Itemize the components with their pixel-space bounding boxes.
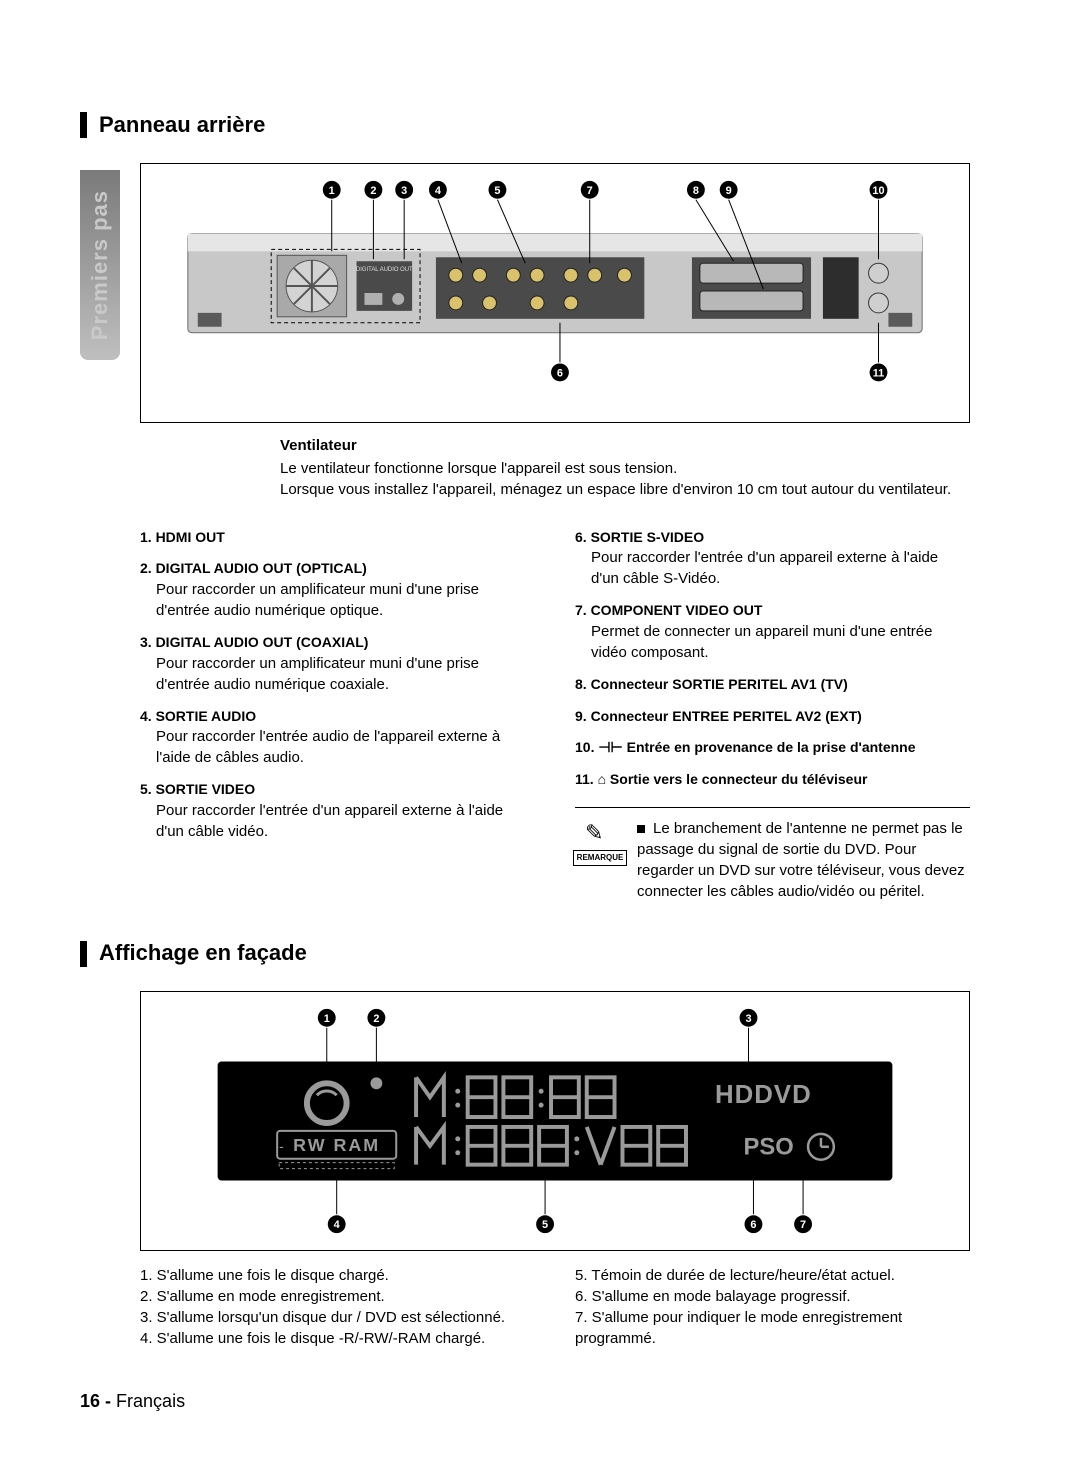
svg-text:5: 5 <box>494 185 500 197</box>
connector-item: 1. HDMI OUT <box>140 528 535 548</box>
svg-text:11: 11 <box>873 367 885 379</box>
connector-item: 11. ⌂ Sortie vers le connecteur du télév… <box>575 770 970 790</box>
connector-item-head: 5. SORTIE VIDEO <box>140 780 535 800</box>
svg-text:7: 7 <box>800 1219 806 1231</box>
connector-item-body: Pour raccorder l'entrée audio de l'appar… <box>140 726 535 768</box>
svg-text:-: - <box>279 1138 284 1154</box>
list-item: 2. S'allume en mode enregistrement. <box>140 1286 535 1307</box>
connector-item-head: 9. Connecteur ENTREE PERITEL AV2 (EXT) <box>575 707 970 727</box>
svg-text:6: 6 <box>750 1219 756 1231</box>
connector-item-head: 10. ⊣⊢ Entrée en provenance de la prise … <box>575 738 970 758</box>
list-item: 6. S'allume en mode balayage progressif. <box>575 1286 970 1307</box>
note-label: REMARQUE <box>573 850 628 865</box>
connector-item-body: Pour raccorder l'entrée d'un appareil ex… <box>575 547 970 589</box>
note-icon: ✎ <box>585 818 615 848</box>
svg-text:7: 7 <box>587 185 593 197</box>
connector-item-body: Pour raccorder l'entrée d'un appareil ex… <box>140 800 535 842</box>
list-item: 7. S'allume pour indiquer le mode enregi… <box>575 1307 970 1349</box>
section-title-row: Affichage en façade <box>80 938 970 969</box>
front-list-columns: 1. S'allume une fois le disque chargé.2.… <box>140 1265 970 1349</box>
svg-text:HDDVD: HDDVD <box>715 1081 812 1109</box>
svg-text:2: 2 <box>373 1013 379 1025</box>
svg-text:PSO: PSO <box>744 1134 794 1161</box>
svg-text:6: 6 <box>557 367 563 379</box>
page-number: 16 - <box>80 1391 111 1411</box>
svg-text:4: 4 <box>435 185 441 197</box>
svg-text:RW RAM: RW RAM <box>293 1135 380 1155</box>
chapter-tab-label: Premiers pas <box>85 190 116 340</box>
svg-text:4: 4 <box>334 1219 340 1231</box>
note-text: Le branchement de l'antenne ne permet pa… <box>637 818 970 902</box>
connector-item-head: 6. SORTIE S-VIDEO <box>575 528 970 548</box>
note-box: ✎ REMARQUE Le branchement de l'antenne ne … <box>575 807 970 902</box>
bullet-icon <box>637 825 645 833</box>
svg-text:1: 1 <box>324 1013 330 1025</box>
svg-text:1: 1 <box>329 185 335 197</box>
svg-text:3: 3 <box>745 1013 751 1025</box>
svg-text:3: 3 <box>401 185 407 197</box>
connector-item-head: 11. ⌂ Sortie vers le connecteur du télév… <box>575 770 970 790</box>
section-title: Panneau arrière <box>99 110 265 141</box>
connector-item-head: 7. COMPONENT VIDEO OUT <box>575 601 970 621</box>
connector-item: 4. SORTIE AUDIOPour raccorder l'entrée a… <box>140 707 535 769</box>
note-icon-column: ✎ REMARQUE <box>575 818 625 902</box>
connector-item-head: 1. HDMI OUT <box>140 528 535 548</box>
section-title-row: Panneau arrière <box>80 110 970 141</box>
list-item: 4. S'allume une fois le disque -R/-RW/-R… <box>140 1328 535 1349</box>
connector-item: 2. DIGITAL AUDIO OUT (OPTICAL)Pour racco… <box>140 559 535 621</box>
ventilator-title: Ventilateur <box>280 435 970 456</box>
section-title: Affichage en façade <box>99 938 307 969</box>
svg-text:8: 8 <box>693 185 699 197</box>
list-item: 1. S'allume une fois le disque chargé. <box>140 1265 535 1286</box>
connector-item-body: Pour raccorder un amplificateur muni d'u… <box>140 653 535 695</box>
connector-item: 3. DIGITAL AUDIO OUT (COAXIAL)Pour racco… <box>140 633 535 695</box>
front-list-left: 1. S'allume une fois le disque chargé.2.… <box>140 1265 535 1349</box>
connector-item: 7. COMPONENT VIDEO OUTPermet de connecte… <box>575 601 970 663</box>
svg-text:9: 9 <box>726 185 732 197</box>
svg-text:5: 5 <box>542 1219 548 1231</box>
rear-panel-diagram: 1 2 3 4 5 7 8 9 10 <box>140 163 970 423</box>
connector-item-head: 2. DIGITAL AUDIO OUT (OPTICAL) <box>140 559 535 579</box>
section-bar <box>80 941 87 967</box>
front-list-right: 5. Témoin de durée de lecture/heure/état… <box>575 1265 970 1349</box>
front-display-diagram: 1 2 3 RW RAM - <box>140 991 970 1251</box>
connector-item-body: Pour raccorder un amplificateur muni d'u… <box>140 579 535 621</box>
ventilator-body: Le ventilateur fonctionne lorsque l'appa… <box>280 458 970 500</box>
list-item: 3. S'allume lorsqu'un disque dur / DVD e… <box>140 1307 535 1328</box>
svg-text:10: 10 <box>872 185 884 197</box>
list-item: 5. Témoin de durée de lecture/heure/état… <box>575 1265 970 1286</box>
connector-item-head: 8. Connecteur SORTIE PERITEL AV1 (TV) <box>575 675 970 695</box>
connector-item-body: Permet de connecter un appareil muni d'u… <box>575 621 970 663</box>
svg-text:DIGITAL AUDIO OUT: DIGITAL AUDIO OUT <box>356 267 413 273</box>
section-bar <box>80 112 87 138</box>
rear-items-columns: 1. HDMI OUT 2. DIGITAL AUDIO OUT (OPTICAL… <box>140 528 970 903</box>
svg-text:2: 2 <box>370 185 376 197</box>
page-language: Français <box>116 1391 185 1411</box>
connector-item-head: 3. DIGITAL AUDIO OUT (COAXIAL) <box>140 633 535 653</box>
connector-item: 6. SORTIE S-VIDEOPour raccorder l'entrée… <box>575 528 970 590</box>
connector-item: 9. Connecteur ENTREE PERITEL AV2 (EXT) <box>575 707 970 727</box>
connector-item: 8. Connecteur SORTIE PERITEL AV1 (TV) <box>575 675 970 695</box>
ventilator-block: Ventilateur Le ventilateur fonctionne lo… <box>280 435 970 500</box>
connector-item: 10. ⊣⊢ Entrée en provenance de la prise … <box>575 738 970 758</box>
rear-items-left: 1. HDMI OUT 2. DIGITAL AUDIO OUT (OPTICAL… <box>140 528 535 903</box>
connector-item-head: 4. SORTIE AUDIO <box>140 707 535 727</box>
rear-items-right: 6. SORTIE S-VIDEOPour raccorder l'entrée… <box>575 528 970 903</box>
connector-item: 5. SORTIE VIDEOPour raccorder l'entrée d… <box>140 780 535 842</box>
chapter-tab: Premiers pas <box>80 170 120 360</box>
page-footer: 16 - Français <box>80 1389 970 1414</box>
